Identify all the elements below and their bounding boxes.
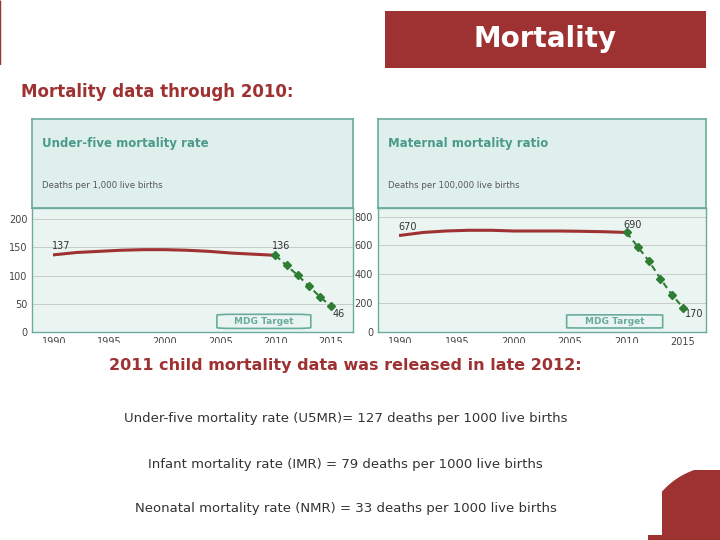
Text: Under-five mortality rate: Under-five mortality rate [42, 137, 209, 150]
Text: 46: 46 [333, 309, 345, 319]
Text: Maternal mortality ratio: Maternal mortality ratio [388, 137, 548, 150]
Polygon shape [648, 470, 720, 540]
Text: Mortality: Mortality [474, 25, 617, 53]
Text: 136: 136 [272, 241, 291, 252]
Text: Infant mortality rate (IMR) = 79 deaths per 1000 live births: Infant mortality rate (IMR) = 79 deaths … [148, 458, 543, 471]
Text: Mortality data through 2010:: Mortality data through 2010: [22, 84, 294, 102]
Text: 170: 170 [685, 309, 703, 319]
Text: MDG Target: MDG Target [234, 317, 294, 326]
Text: 137: 137 [53, 241, 71, 251]
Text: Under-five mortality rate (U5MR)= 127 deaths per 1000 live births: Under-five mortality rate (U5MR)= 127 de… [124, 412, 567, 425]
Text: 690: 690 [623, 220, 642, 229]
Text: Source: MMEIG 2012: Source: MMEIG 2012 [382, 349, 460, 359]
Text: 670: 670 [398, 222, 417, 232]
Text: Source: IGME 2011: Source: IGME 2011 [35, 349, 107, 359]
Text: Deaths per 100,000 live births: Deaths per 100,000 live births [388, 181, 519, 190]
FancyBboxPatch shape [567, 315, 662, 328]
FancyBboxPatch shape [217, 314, 311, 328]
Text: MDG Target: MDG Target [585, 317, 644, 326]
Text: Neonatal mortality rate (NMR) = 33 deaths per 1000 live births: Neonatal mortality rate (NMR) = 33 death… [135, 502, 557, 515]
Text: 2011 child mortality data was released in late 2012:: 2011 child mortality data was released i… [109, 358, 582, 373]
Text: Deaths per 1,000 live births: Deaths per 1,000 live births [42, 181, 163, 190]
